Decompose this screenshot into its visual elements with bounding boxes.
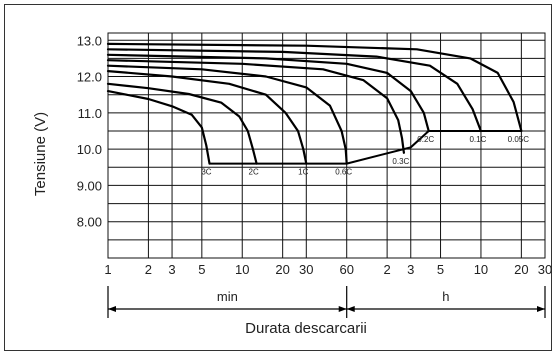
cutoff-line (346, 130, 430, 165)
x-tick-label: 20 (514, 262, 528, 277)
series-label-0-6C: 0.6C (335, 168, 352, 177)
x-tick-label: 10 (474, 262, 488, 277)
x-tick-label: 2 (383, 262, 390, 277)
unit-label-min: min (217, 289, 238, 304)
unit-label-h: h (442, 289, 449, 304)
x-tick-label: 30 (299, 262, 313, 277)
series-label-0-05C: 0.05C (508, 135, 530, 144)
y-tick-label: 9.00 (77, 178, 102, 193)
x-tick-label: 10 (235, 262, 249, 277)
series-label-3C: 3C (201, 168, 211, 177)
unit-arrow-right (338, 306, 347, 312)
series-label-0-1C: 0.1C (469, 135, 486, 144)
x-tick-label: 5 (198, 262, 205, 277)
series-line-0-2C (106, 53, 430, 133)
x-tick-label: 3 (168, 262, 175, 277)
series-group (106, 42, 523, 165)
series-line-0-1C (106, 48, 482, 133)
y-tick-label: 12.0 (77, 70, 102, 85)
y-tick-label: 10.0 (77, 142, 102, 157)
plot-area (107, 32, 546, 259)
series-label-0-3C: 0.3C (392, 157, 409, 166)
series-label-2C: 2C (249, 168, 259, 177)
y-tick-label: 13.0 (77, 33, 102, 48)
x-axis-label: Durata descarcarii (245, 320, 367, 337)
series-line-1C (106, 70, 308, 165)
series-label-1C: 1C (298, 168, 308, 177)
unit-arrow-left (346, 306, 355, 312)
series-line-2C (106, 82, 258, 165)
x-tick-label: 3 (407, 262, 414, 277)
series-line-0-3C (106, 59, 405, 154)
series-line-0-05C (106, 42, 523, 133)
x-tick-label: 2 (145, 262, 152, 277)
x-tick-label: 20 (275, 262, 289, 277)
axes: 1 2 3 5 10 20 30 60 2 3 5 10 20 30 13.0 12.0 11.0 10.0 9.0… (77, 33, 552, 318)
x-tick-label: 60 (339, 262, 353, 277)
grid (107, 32, 546, 259)
series-labels: 3C 2C 1C 0.6C 0.3C 0.2C 0.1C 0.05C (201, 135, 529, 177)
series-label-0-2C: 0.2C (417, 135, 434, 144)
y-tick-label: 11.0 (78, 106, 102, 121)
x-tick-label: 1 (104, 262, 111, 277)
y-tick-label: 8.00 (77, 215, 102, 230)
x-tick-label: 5 (437, 262, 444, 277)
y-axis-label: Tensiune (V) (32, 112, 49, 196)
x-tick-label: 30 (538, 262, 552, 277)
unit-arrow-left (108, 306, 116, 312)
series-line-3C (106, 90, 211, 165)
unit-arrow-right (537, 306, 545, 312)
series-line-0-6C (106, 64, 348, 165)
chart-frame (4, 4, 552, 351)
